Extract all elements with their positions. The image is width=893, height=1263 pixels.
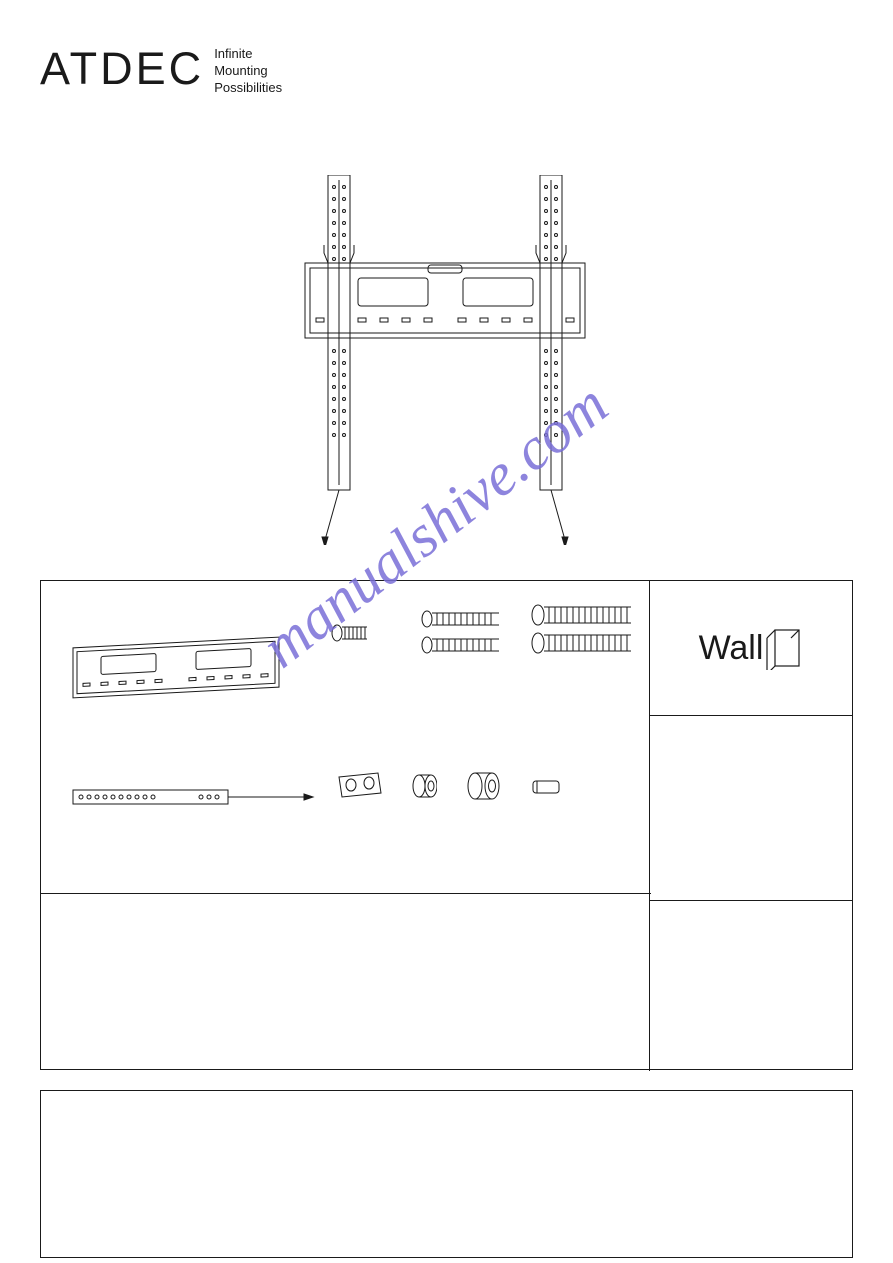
part-anchor [531,779,561,795]
info-cell-2 [650,716,852,901]
parts-left-column [41,581,651,1071]
bottom-panel [40,1090,853,1258]
header: ATDEC Infinite Mounting Possibilities [40,42,282,97]
part-spacer-small [411,773,437,799]
wall-icon [765,626,803,670]
wall-category-cell: Wall [650,581,852,716]
tv-mount-drawing [280,175,610,545]
info-cell-3 [650,901,852,1071]
hero-diagram [280,175,610,545]
part-spacer-large [466,771,500,801]
tagline-line: Mounting [214,63,282,80]
parts-panel: Wall [40,580,853,1070]
part-screw-short [331,621,371,646]
part-screw-medium-pair [421,609,506,659]
brand-logo: ATDEC [40,43,204,95]
brand-tagline: Infinite Mounting Possibilities [214,46,282,97]
parts-right-column: Wall [649,581,852,1071]
part-wall-plate [71,636,281,711]
part-bracket-rail [71,786,316,811]
wall-label: Wall [699,629,764,668]
tools-subpanel [41,893,651,1071]
part-screw-long-pair [531,603,636,658]
tagline-line: Possibilities [214,80,282,97]
tagline-line: Infinite [214,46,282,63]
part-washer-plate [336,771,384,801]
